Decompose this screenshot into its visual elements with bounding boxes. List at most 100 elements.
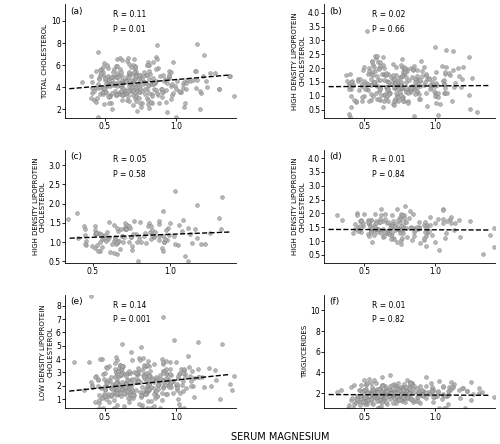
Point bbox=[377, 392, 385, 400]
Point bbox=[150, 403, 158, 410]
Point bbox=[417, 57, 425, 64]
Point bbox=[112, 73, 120, 80]
Point bbox=[406, 379, 414, 386]
Point bbox=[110, 386, 118, 393]
Point bbox=[402, 233, 410, 240]
Point bbox=[402, 384, 409, 391]
Point bbox=[136, 357, 144, 364]
Point bbox=[386, 89, 394, 96]
Point bbox=[369, 71, 377, 78]
Point bbox=[407, 64, 415, 71]
Point bbox=[152, 54, 160, 61]
Point bbox=[366, 379, 374, 386]
Point bbox=[136, 388, 144, 396]
Point bbox=[426, 75, 434, 82]
Point bbox=[442, 46, 450, 53]
Point bbox=[404, 389, 412, 396]
Point bbox=[156, 217, 164, 224]
Point bbox=[403, 394, 411, 401]
Point bbox=[388, 211, 396, 218]
Point bbox=[376, 63, 384, 70]
Point bbox=[143, 71, 151, 79]
Point bbox=[201, 240, 209, 247]
Point bbox=[138, 99, 146, 106]
Point bbox=[180, 387, 188, 394]
Point bbox=[108, 80, 116, 87]
Point bbox=[408, 381, 416, 388]
Point bbox=[374, 77, 382, 84]
Point bbox=[96, 238, 104, 245]
Point bbox=[148, 404, 156, 411]
Point bbox=[358, 388, 366, 395]
Point bbox=[353, 396, 361, 403]
Point bbox=[118, 90, 126, 97]
Point bbox=[141, 230, 149, 237]
Point bbox=[127, 384, 135, 391]
Point bbox=[374, 218, 382, 225]
Point bbox=[100, 72, 108, 79]
Point bbox=[118, 385, 126, 392]
Point bbox=[117, 387, 125, 394]
Point bbox=[434, 94, 442, 101]
Point bbox=[144, 95, 152, 102]
Point bbox=[376, 216, 384, 223]
Point bbox=[147, 222, 155, 229]
Point bbox=[154, 237, 162, 244]
Point bbox=[411, 91, 419, 98]
Point bbox=[142, 386, 150, 393]
Point bbox=[142, 386, 150, 393]
Point bbox=[138, 344, 145, 351]
Point bbox=[92, 245, 100, 252]
Point bbox=[166, 219, 174, 226]
Point bbox=[364, 400, 372, 408]
Point bbox=[427, 379, 435, 386]
Point bbox=[170, 241, 178, 248]
Point bbox=[134, 83, 142, 90]
Point bbox=[358, 222, 366, 230]
Point bbox=[98, 235, 106, 242]
Point bbox=[404, 90, 412, 97]
Point bbox=[135, 71, 143, 78]
Point bbox=[174, 382, 182, 389]
Point bbox=[397, 237, 405, 244]
Point bbox=[422, 224, 430, 231]
Point bbox=[422, 373, 430, 381]
Point bbox=[174, 222, 182, 229]
Point bbox=[155, 221, 163, 228]
Point bbox=[362, 381, 370, 388]
Point bbox=[374, 397, 382, 404]
Point bbox=[154, 381, 162, 388]
Point bbox=[422, 228, 430, 235]
Point bbox=[415, 219, 423, 226]
Point bbox=[118, 385, 126, 392]
Point bbox=[148, 59, 156, 66]
Point bbox=[416, 76, 424, 83]
Point bbox=[138, 87, 146, 95]
Point bbox=[149, 79, 157, 86]
Point bbox=[181, 371, 189, 378]
Point bbox=[158, 88, 166, 95]
Point bbox=[388, 389, 396, 396]
Point bbox=[102, 382, 110, 389]
Point bbox=[155, 99, 163, 107]
Text: R = 0.05: R = 0.05 bbox=[113, 155, 146, 164]
Point bbox=[364, 395, 372, 402]
Point bbox=[88, 84, 96, 91]
Point bbox=[368, 386, 376, 393]
Point bbox=[112, 373, 120, 380]
Point bbox=[378, 393, 386, 400]
Point bbox=[112, 389, 120, 396]
Point bbox=[352, 399, 360, 406]
Point bbox=[159, 207, 167, 214]
Point bbox=[386, 391, 394, 398]
Point bbox=[413, 73, 421, 80]
Point bbox=[107, 80, 115, 87]
Point bbox=[443, 218, 451, 225]
Point bbox=[142, 362, 150, 369]
Point bbox=[116, 389, 124, 396]
Point bbox=[118, 367, 126, 374]
Point bbox=[344, 110, 352, 117]
Point bbox=[197, 89, 205, 96]
Point bbox=[392, 76, 400, 83]
Point bbox=[422, 70, 430, 77]
